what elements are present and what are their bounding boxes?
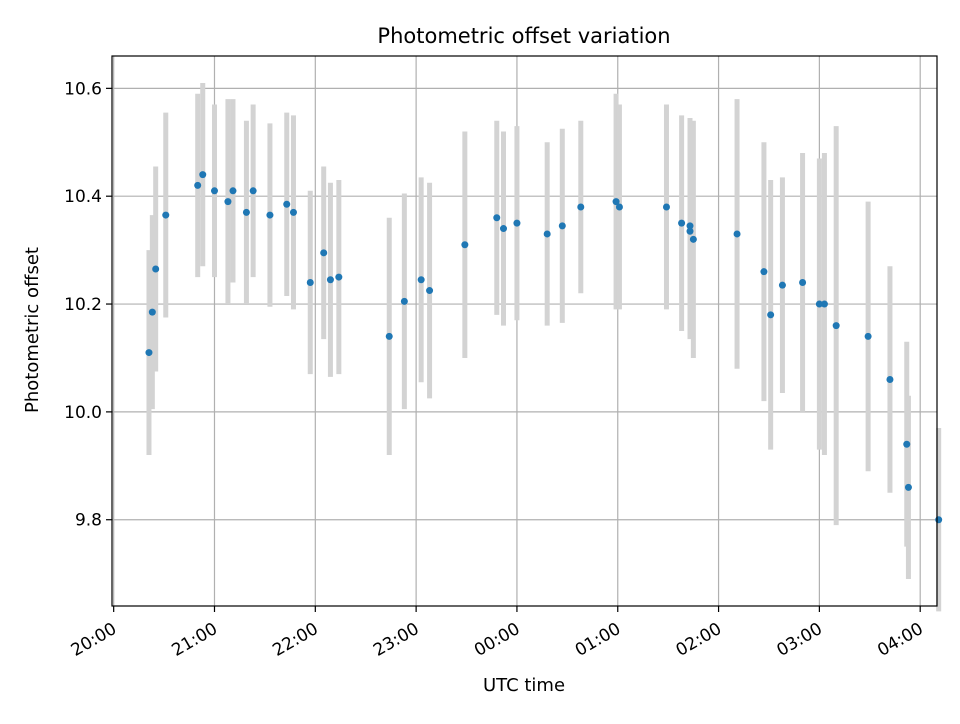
data-point [224,198,232,206]
data-point [767,311,775,319]
data-point [385,332,393,340]
data-point [283,200,291,208]
y-tick-label: 10.2 [64,295,102,315]
data-point [266,211,274,219]
data-point [499,225,507,233]
data-point [242,208,250,216]
y-axis-ticks: 9.8 10.0 10.2 10.4 10.6 [64,79,112,531]
data-point [210,187,218,195]
data-point [543,230,551,238]
y-tick-label: 10.4 [64,187,102,207]
data-point [815,300,823,308]
data-point [760,268,768,276]
data-point [229,187,237,195]
data-point [904,483,912,491]
data-point [306,278,314,286]
y-axis-label: Photometric offset [22,247,43,413]
data-point [820,300,828,308]
data-point [558,222,566,230]
data-point [662,203,670,211]
data-point [417,276,425,284]
data-point [733,230,741,238]
data-point [145,349,153,357]
data-point [864,332,872,340]
data-point [678,219,686,227]
data-point [249,187,257,195]
data-point [199,171,207,179]
data-point [194,181,202,189]
data-point [612,198,620,206]
data-point [577,203,585,211]
y-tick-label: 10.0 [64,403,102,423]
data-point [148,308,156,316]
data-point [335,273,343,281]
y-tick-label: 9.8 [75,511,102,531]
data-point [493,214,501,222]
data-point [778,281,786,289]
data-point [935,516,943,524]
data-point [689,235,697,243]
plot-frame [111,55,938,607]
data-point [152,265,160,273]
data-point [400,297,408,305]
data-point [162,211,170,219]
x-axis-label: UTC time [483,675,565,696]
data-point [289,208,297,216]
data-point [426,287,434,295]
data-point [799,278,807,286]
data-point [326,276,334,284]
data-point [686,222,694,230]
data-point [886,376,894,384]
chart-title: Photometric offset variation [377,24,670,48]
data-point [320,249,328,257]
data-point [513,219,521,227]
data-point [615,203,623,211]
data-point [461,241,469,249]
y-tick-label: 10.6 [64,79,102,99]
data-point [903,440,911,448]
data-point [832,322,840,330]
data-point [686,227,694,235]
